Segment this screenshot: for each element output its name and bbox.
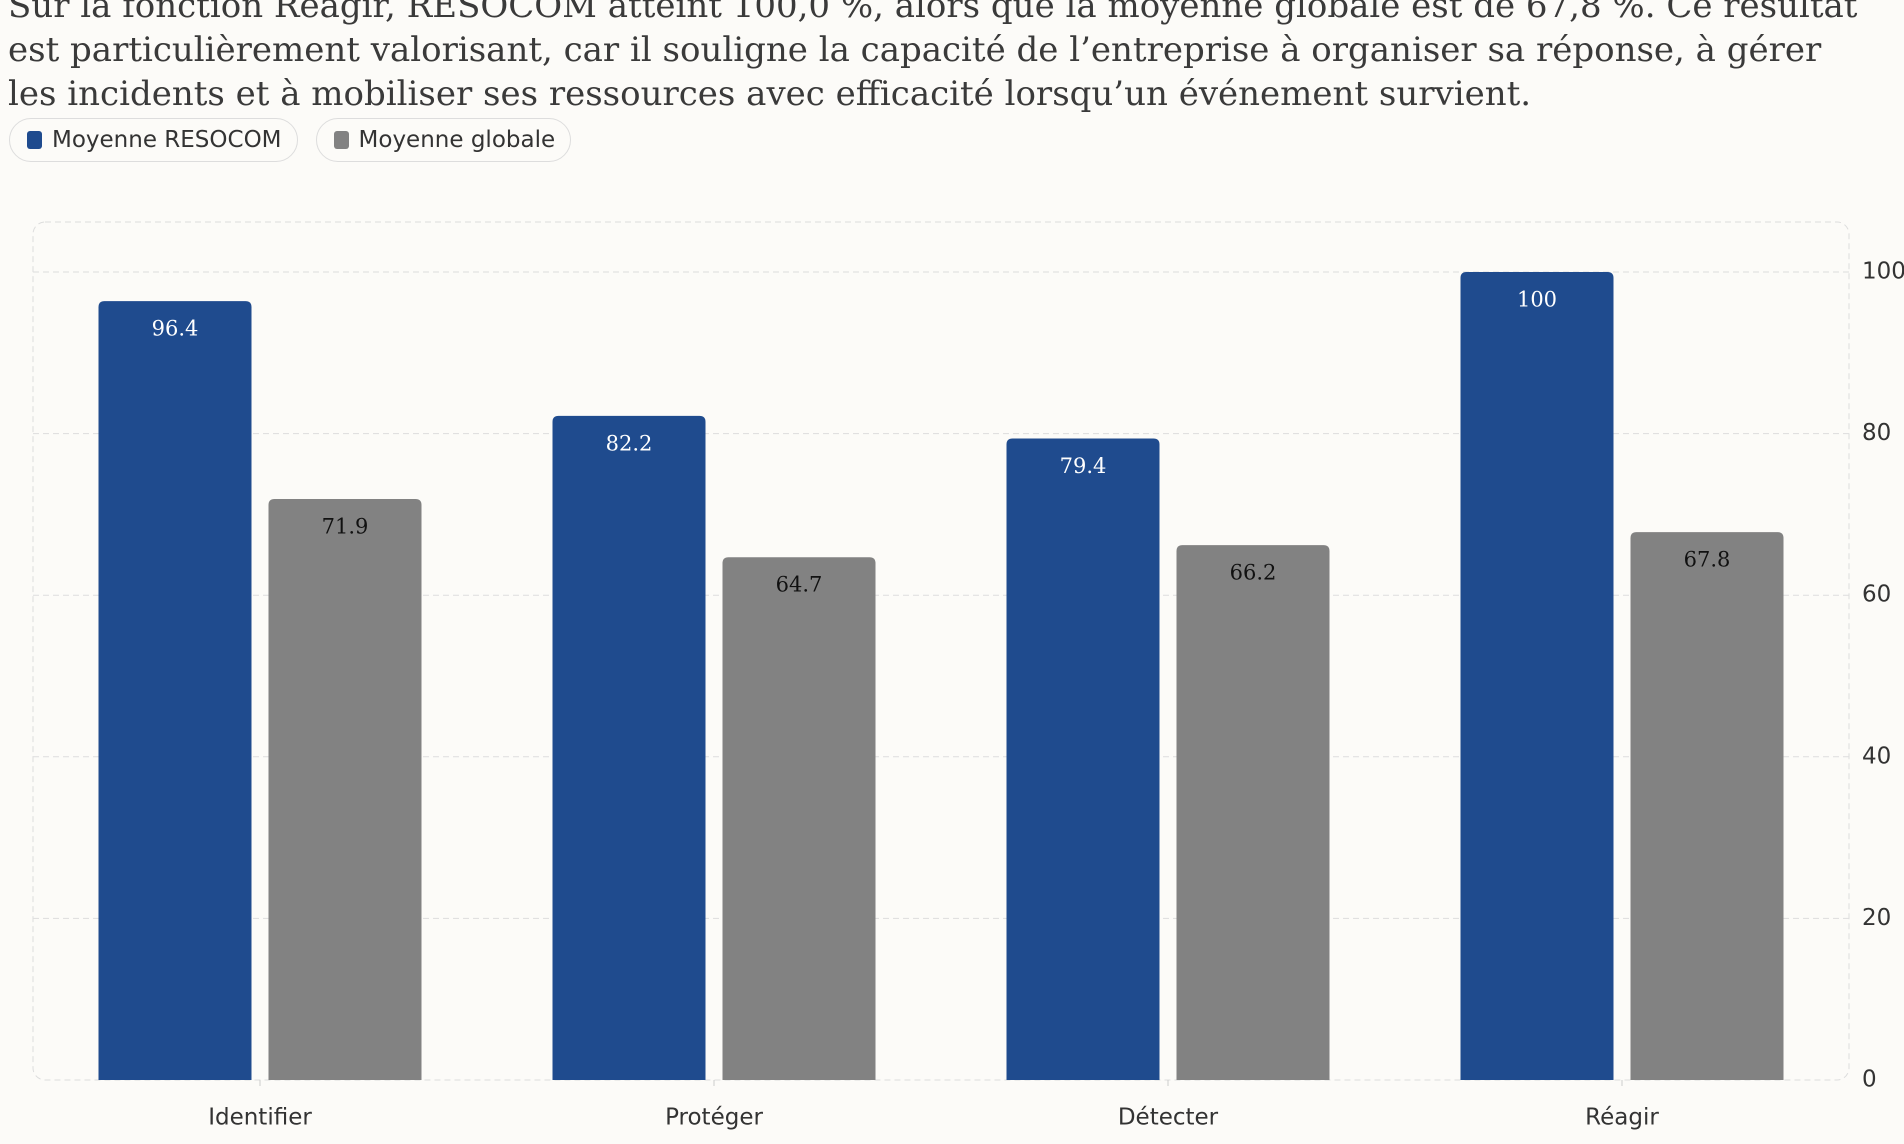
legend-label: Moyenne RESOCOM xyxy=(52,127,282,153)
legend-swatch xyxy=(27,131,42,149)
y-tick-label: 40 xyxy=(1862,743,1891,769)
bar xyxy=(1630,532,1784,1080)
y-tick-label: 20 xyxy=(1862,905,1891,931)
x-tick-label: Détecter xyxy=(1118,1105,1219,1131)
y-tick-label: 100 xyxy=(1862,259,1904,285)
y-tick-label: 0 xyxy=(1862,1067,1877,1093)
y-tick-label: 60 xyxy=(1862,582,1891,608)
legend-label: Moyenne globale xyxy=(358,127,556,153)
bar xyxy=(268,499,422,1081)
bar xyxy=(1176,545,1330,1080)
y-tick-label: 80 xyxy=(1862,420,1891,446)
bar xyxy=(1460,272,1614,1080)
bar-value-label: 67.8 xyxy=(1684,548,1731,572)
plot-frame xyxy=(32,221,1850,1081)
bar-value-label: 100 xyxy=(1517,288,1557,312)
x-tick-label: Réagir xyxy=(1585,1105,1659,1131)
legend-item[interactable]: Moyenne RESOCOM xyxy=(9,118,298,162)
bar xyxy=(552,415,706,1081)
legend-item[interactable]: Moyenne globale xyxy=(315,118,572,162)
bar xyxy=(1006,438,1160,1080)
bar xyxy=(722,557,876,1080)
bar-value-label: 64.7 xyxy=(776,573,823,597)
bar-value-label: 79.4 xyxy=(1060,454,1107,478)
legend: Moyenne RESOCOM Moyenne globale xyxy=(9,118,572,162)
bar-value-label: 71.9 xyxy=(322,515,369,539)
bar xyxy=(98,301,252,1080)
legend-swatch xyxy=(333,131,349,149)
x-tick-label: Protéger xyxy=(665,1105,763,1131)
bar-value-label: 82.2 xyxy=(606,431,653,455)
bar-value-label: 66.2 xyxy=(1230,561,1277,585)
intro-text: Sur la fonction Réagir, RESOCOM atteint … xyxy=(8,0,1858,114)
x-tick-label: Identifier xyxy=(208,1105,312,1131)
bar-value-label: 96.4 xyxy=(152,317,199,341)
